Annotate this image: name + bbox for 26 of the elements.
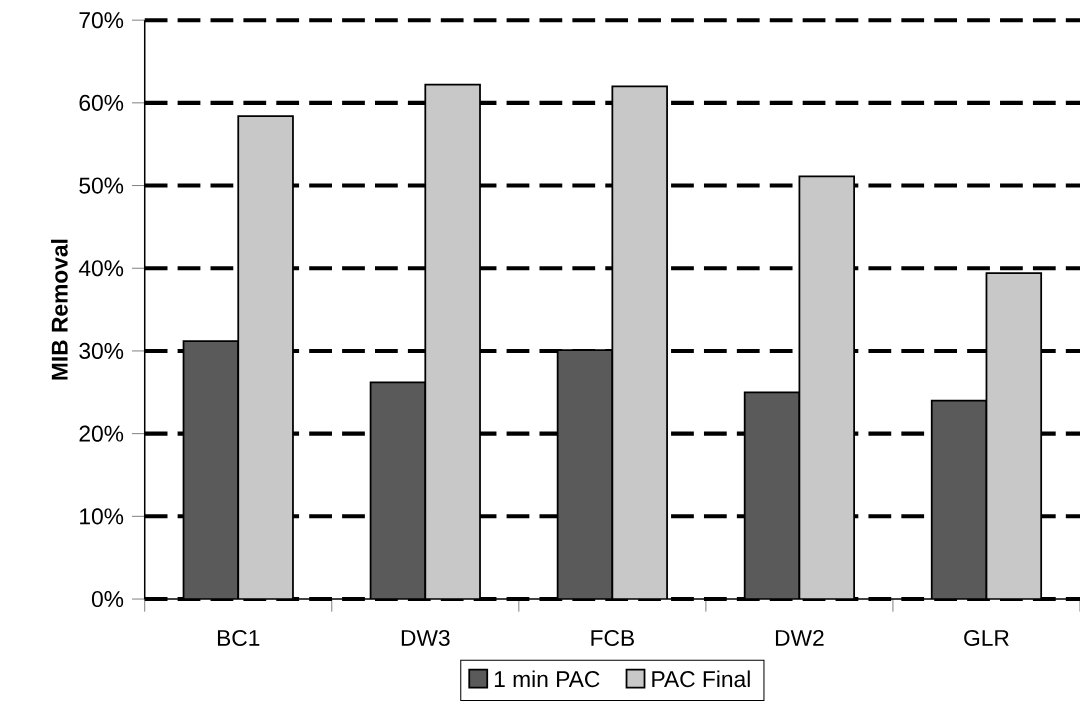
bar <box>237 115 294 600</box>
y-tick-label: 50% <box>79 177 124 194</box>
bar <box>798 175 856 600</box>
y-tick-label: 70% <box>79 12 124 29</box>
y-axis-title: MIB Removal <box>51 239 68 380</box>
y-tick-label: 10% <box>80 508 124 525</box>
x-tick-label: DW2 <box>775 629 824 646</box>
bar <box>424 83 481 600</box>
x-tick-label: DW3 <box>401 629 450 647</box>
y-tick-label: 40% <box>78 260 124 277</box>
y-tick-label: 0% <box>91 590 124 608</box>
bar <box>611 85 668 600</box>
y-tick-label: 20% <box>79 425 124 442</box>
bar <box>182 340 240 600</box>
bar <box>743 391 801 600</box>
x-tick-label: FCB <box>591 629 634 647</box>
x-tick-label: GLR <box>964 629 1009 647</box>
bar <box>369 381 427 600</box>
bar <box>930 399 988 600</box>
legend-label: 1 min PAC <box>494 670 600 688</box>
y-tick-label: 60% <box>79 94 124 111</box>
x-tick-label: BC1 <box>217 629 260 647</box>
bar <box>556 349 614 600</box>
bar <box>985 272 1043 600</box>
y-tick-label: 30% <box>79 342 124 360</box>
legend-label: PAC Final <box>652 670 750 688</box>
